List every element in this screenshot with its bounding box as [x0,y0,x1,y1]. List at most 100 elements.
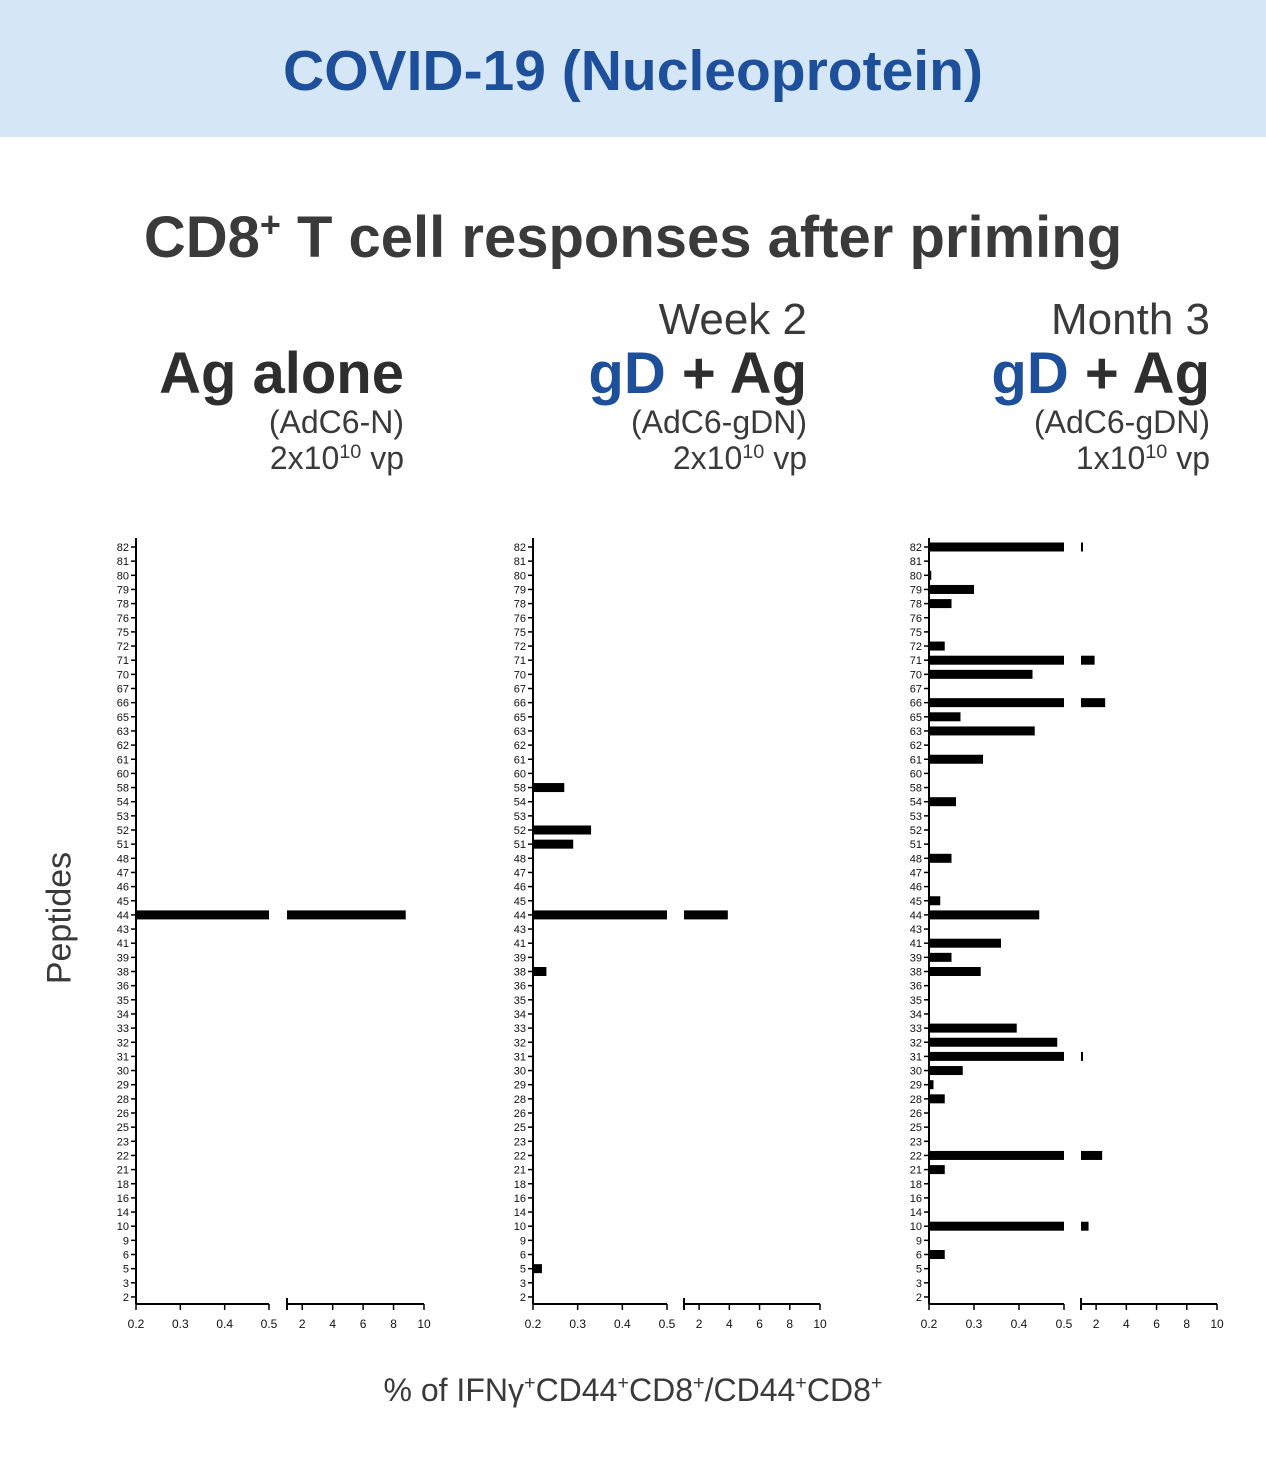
x-tick-label: 0.4 [614,1317,631,1331]
y-tick-label: 82 [514,542,526,554]
y-tick-label: 48 [910,853,922,865]
y-tick-label: 2 [123,1292,129,1304]
y-tick-label: 78 [117,599,129,611]
y-tick-label: 35 [514,995,526,1007]
bar-peptide-70 [929,669,1033,679]
xlabel-part: CD8 [806,1372,871,1408]
y-tick-label: 52 [514,825,526,837]
y-tick-label: 54 [910,797,922,809]
y-tick-label: 63 [117,726,129,738]
y-tick-label: 41 [514,938,526,950]
panel-timepoint: Week 2 [658,295,807,344]
y-tick-label: 48 [514,853,526,865]
y-tick-label: 65 [117,712,129,724]
y-tick-label: 22 [910,1150,922,1162]
bar-peptide-48 [929,853,952,863]
treatment-prefix: gD [588,341,666,406]
y-tick-label: 60 [514,768,526,780]
bar-peptide-30 [929,1066,963,1076]
x-tick-label: 0.5 [261,1317,278,1331]
bar-peptide-61 [929,754,983,764]
y-tick-label: 65 [514,712,526,724]
y-tick-label: 58 [117,783,129,795]
bar-peptide-5 [533,1264,542,1274]
y-tick-label: 45 [117,896,129,908]
y-tick-label: 75 [910,627,922,639]
dose-unit: vp [361,440,404,476]
y-tick-label: 38 [514,967,526,979]
dose-base: 1x10 [1075,440,1146,476]
y-tick-label: 67 [910,684,922,696]
panel-dose: 1x1010 vp [810,440,1210,476]
x-tick-label: 0.3 [569,1317,586,1331]
y-tick-label: 60 [117,768,129,780]
x-tick-label: 8 [390,1317,397,1331]
bar-peptide-10 [929,1221,1064,1231]
x-tick-label: 8 [786,1317,793,1331]
y-tick-label: 62 [117,740,129,752]
y-tick-label: 80 [910,570,922,582]
x-tick-label: 4 [726,1317,733,1331]
bar-peptide-31-high [1081,1051,1083,1061]
y-tick-label: 21 [514,1165,526,1177]
bar-peptide-45 [929,896,941,906]
xlabel-sup: + [523,1372,536,1395]
y-tick-label: 61 [117,754,129,766]
y-tick-label: 51 [910,839,922,851]
bar-peptide-80 [929,570,932,580]
y-tick-label: 10 [117,1221,129,1233]
x-tick-label: 10 [813,1317,827,1331]
y-tick-label: 29 [910,1080,922,1092]
x-tick-label: 2 [299,1317,306,1331]
x-axis-label: % of IFNγ+CD44+CD8+/CD44+CD8+ [0,1372,1266,1409]
dose-unit: vp [764,440,807,476]
treatment-rest: + Ag [1068,341,1210,406]
y-tick-label: 26 [514,1108,526,1120]
bar-peptide-22 [929,1150,1064,1160]
panel-construct: (AdC6-gDN) [1033,404,1210,440]
y-tick-label: 66 [117,698,129,710]
y-tick-label: 63 [514,726,526,738]
bar-peptide-38 [533,967,547,976]
y-tick-label: 79 [117,584,129,596]
heading-rest: T cell responses after priming [280,205,1123,270]
y-tick-label: 5 [916,1264,922,1276]
y-tick-label: 14 [910,1207,922,1219]
x-tick-label: 0.5 [659,1317,676,1331]
y-tick-label: 21 [910,1165,922,1177]
y-tick-label: 18 [514,1179,526,1191]
y-tick-label: 2 [520,1292,526,1304]
y-tick-label: 32 [910,1037,922,1049]
y-tick-label: 3 [123,1278,129,1290]
bar-peptide-44-high [287,910,406,920]
y-tick-label: 32 [514,1037,526,1049]
xlabel-sup: + [795,1372,807,1395]
y-tick-label: 63 [910,726,922,738]
y-tick-label: 28 [514,1094,526,1106]
xlabel-part: /CD44 [704,1372,796,1408]
y-tick-label: 53 [117,811,129,823]
xlabel-sup: + [617,1372,629,1395]
x-tick-label: 0.3 [966,1317,983,1331]
bar-peptide-31 [929,1051,1064,1061]
y-tick-label: 76 [514,613,526,625]
y-tick-label: 66 [514,698,526,710]
y-tick-label: 5 [520,1264,526,1276]
y-tick-label: 44 [117,910,129,922]
y-tick-label: 80 [514,570,526,582]
x-tick-label: 10 [1210,1317,1224,1331]
y-tick-label: 5 [123,1264,129,1276]
xlabel-part: CD8 [628,1372,693,1408]
y-tick-label: 66 [910,698,922,710]
y-tick-label: 62 [910,740,922,752]
y-tick-label: 52 [910,825,922,837]
y-tick-label: 25 [514,1122,526,1134]
dose-base: 2x10 [269,440,340,476]
y-tick-label: 36 [117,981,129,993]
y-tick-label: 61 [910,754,922,766]
y-tick-label: 34 [514,1009,526,1021]
y-tick-label: 34 [910,1009,922,1021]
x-tick-label: 0.4 [1011,1317,1028,1331]
y-tick-label: 16 [910,1193,922,1205]
